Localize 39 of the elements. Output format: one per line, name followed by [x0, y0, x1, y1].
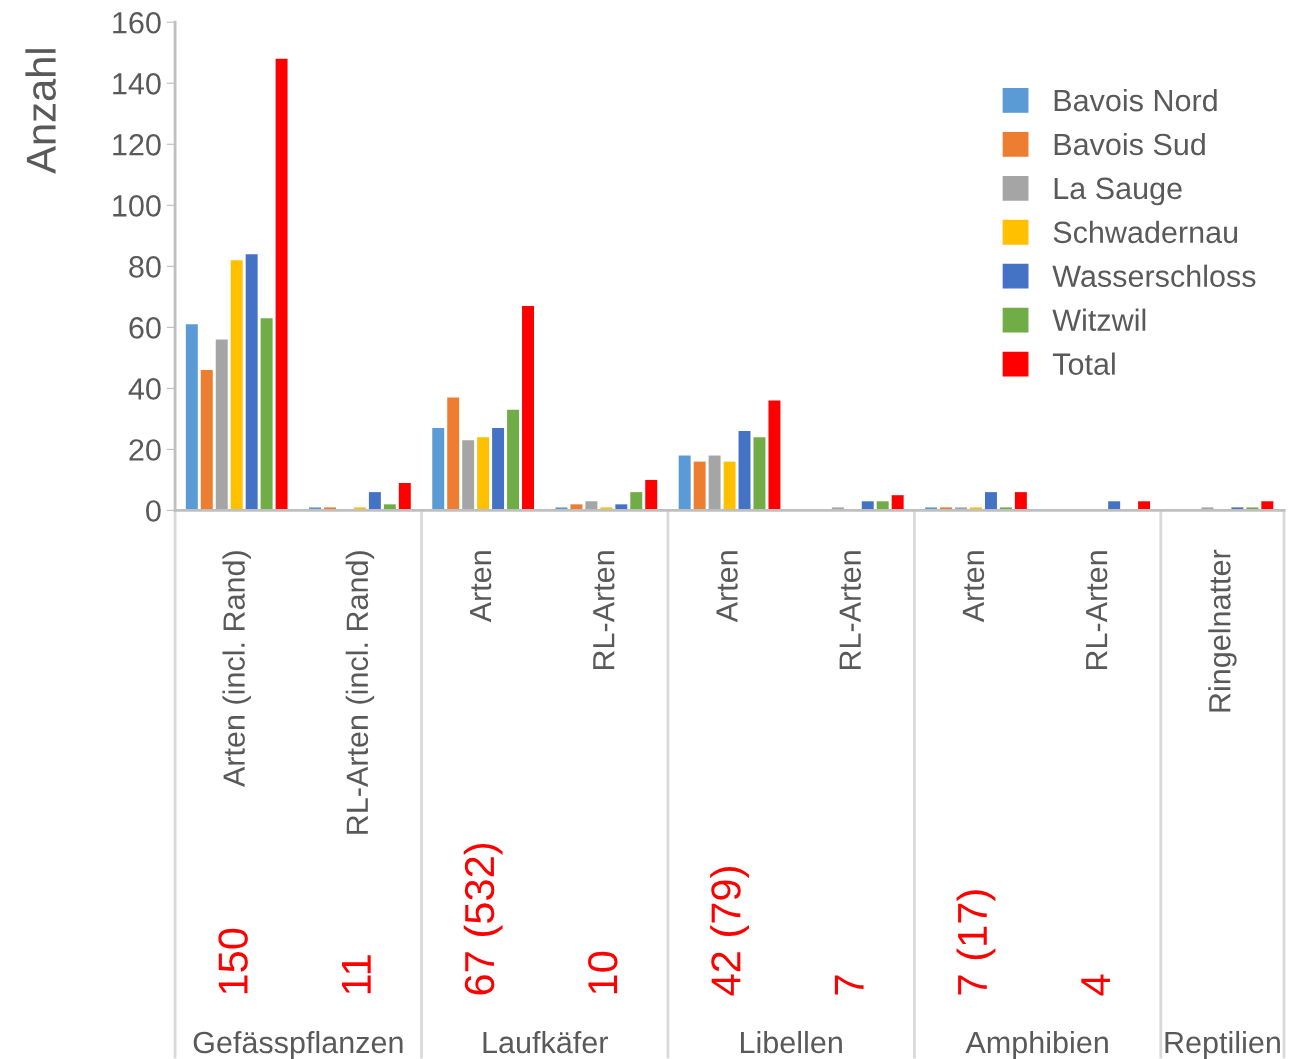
y-tick-label: 20	[129, 439, 161, 461]
text: Reptilien	[1165, 1030, 1280, 1059]
y-axis-title: Anzahl	[25, 49, 56, 174]
legend-label: Total	[1052, 352, 1115, 375]
text: Amphibien	[965, 1030, 1108, 1059]
x-tick-label: Arten	[716, 551, 738, 623]
y-tick-label: 60	[129, 317, 161, 339]
y-tick-label: 100	[113, 195, 161, 217]
y-tick-label: 40	[128, 378, 161, 400]
legend-label: Bavois Nord	[1054, 88, 1217, 112]
x-tick-label: Ringelnatter	[1208, 549, 1237, 712]
y-tick-label: 80	[129, 256, 161, 278]
text: Libellen	[741, 1030, 842, 1054]
legend-label: Bavois Sud	[1054, 132, 1205, 156]
y-tick-label: 140	[113, 73, 161, 95]
x-tick-label: RL-Arten (incl. Rand)	[345, 551, 375, 834]
legend-label: Witzwil	[1052, 308, 1146, 331]
y-tick-label: 160	[113, 11, 161, 34]
text: 10	[588, 951, 618, 994]
x-tick-label: RL-Arten	[593, 551, 615, 670]
legend-label: Wasserschloss	[1052, 264, 1256, 288]
text: 7	[834, 975, 864, 995]
text: 150	[218, 928, 248, 994]
y-tick-label: 0	[146, 500, 161, 522]
x-tick-label: Arten	[962, 551, 985, 623]
x-tick-label: RL-Arten	[839, 551, 861, 670]
legend-label: Schwadernau	[1053, 220, 1238, 244]
text: 11	[342, 955, 371, 994]
text: 7 (17)	[956, 890, 996, 995]
text: Gefässpflanzen	[193, 1030, 403, 1059]
y-tick-label: 120	[113, 134, 161, 156]
text: Laufkäfer	[483, 1030, 608, 1054]
text: 42 (79)	[710, 867, 749, 996]
x-tick-label: RL-Arten	[1086, 551, 1108, 670]
x-tick-label: Arten (incl. Rand)	[222, 551, 251, 787]
legend-label: La Sauge	[1054, 177, 1182, 206]
text: 67 (532)	[463, 843, 503, 995]
x-tick-label: Arten	[470, 551, 492, 623]
text: 4	[1081, 974, 1110, 996]
